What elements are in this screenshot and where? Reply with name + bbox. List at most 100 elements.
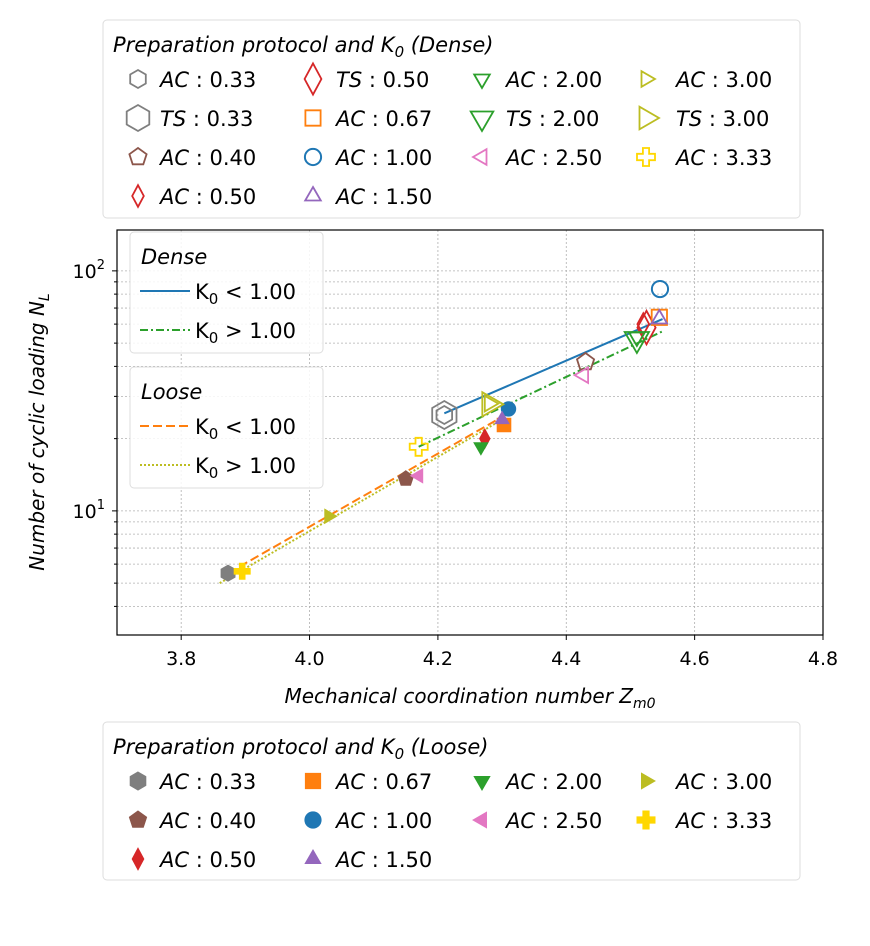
dense-point	[650, 279, 670, 299]
legend-label: AC : 2.00	[504, 68, 602, 92]
legend-item: AC : 3.33	[636, 809, 772, 833]
legend-item: AC : 0.50	[131, 847, 256, 872]
legend-title: Dense	[141, 245, 207, 269]
legend-item: TS : 0.33	[125, 103, 253, 133]
legend-item: AC : 0.40	[128, 809, 256, 833]
square-marker-icon	[304, 109, 322, 127]
legend-label: AC : 1.50	[334, 848, 432, 872]
x-tick-label: 4.2	[423, 648, 453, 670]
legend-item: AC : 3.00	[640, 68, 772, 92]
plot-frame	[116, 229, 824, 636]
legend-item: AC : 0.67	[304, 770, 432, 794]
triangle-right-marker-icon	[640, 69, 657, 89]
legend-label: AC : 3.00	[674, 68, 772, 92]
data-points	[220, 279, 670, 582]
triangle-up-marker-icon	[303, 185, 323, 202]
dense-point	[431, 399, 458, 431]
diamond-marker-icon	[303, 61, 323, 97]
legend-label: AC : 2.50	[504, 146, 602, 170]
legend-label: TS : 2.00	[506, 107, 599, 131]
legend-box	[129, 231, 324, 354]
circle-marker-icon	[303, 147, 323, 167]
legend-title: Loose	[141, 380, 202, 404]
legend-item: AC : 1.00	[304, 809, 432, 833]
y-axis-label: Number of cyclic loading NL​	[25, 293, 53, 570]
dense-legend: Preparation protocol and K0​ (Dense) AC :…	[102, 19, 801, 219]
legend-label: AC : 1.50	[334, 185, 432, 209]
axis-ticks: 3.8 4.0 4.2 4.4 4.6 4.8 101 102	[73, 258, 839, 670]
legend-title: Preparation protocol and K0​ (Loose)	[113, 735, 488, 763]
legend-item: AC : 0.67	[304, 107, 432, 131]
dense-point	[649, 308, 669, 325]
line-legend-dense: Dense K0​ < 1.00 K0​ > 1.00	[129, 231, 324, 354]
triangle-right-marker-icon	[641, 772, 656, 790]
triangle-left-marker-icon	[472, 811, 487, 829]
legend-label: AC : 0.33	[158, 770, 256, 794]
triangle-up-marker-icon	[304, 849, 322, 864]
hexagon-marker-icon	[125, 103, 151, 133]
x-tick-label: 4.0	[294, 648, 324, 670]
legend-box	[102, 19, 801, 219]
legend-label: AC : 0.50	[158, 848, 256, 872]
loose-point	[324, 508, 338, 525]
x-axis-label: Mechanical coordination number Zm0​	[284, 684, 655, 712]
legend-label: AC : 3.33	[674, 146, 772, 170]
y-tick-label: 101	[73, 498, 105, 523]
legend-label: AC : 0.33	[158, 68, 256, 92]
legend-item: AC : 1.00	[303, 146, 432, 170]
dense-point	[483, 394, 501, 413]
legend-label: K0​ > 1.00	[195, 454, 296, 482]
loose-point	[220, 564, 236, 582]
legend-label: K0​ > 1.00	[195, 319, 296, 347]
line-legend-loose: Loose K0​ < 1.00 K0​ > 1.00	[129, 366, 324, 489]
legend-item: AC : 2.50	[472, 809, 602, 833]
x-tick-label: 4.8	[808, 648, 838, 670]
legend-item: TS : 2.00	[469, 107, 599, 133]
legend-box	[129, 366, 324, 489]
legend-item: AC : 2.00	[472, 68, 602, 92]
legend-title: Preparation protocol and K0​ (Dense)	[113, 33, 493, 61]
legend-item: AC : 0.40	[128, 146, 256, 170]
legend-item: AC : 1.50	[304, 848, 432, 872]
legend-item: TS : 3.00	[638, 105, 769, 131]
legend-item: AC : 1.50	[303, 185, 432, 209]
legend-item: TS : 0.50	[303, 61, 429, 97]
legend-item: AC : 2.00	[473, 770, 602, 794]
x-tick-label: 4.6	[680, 648, 710, 670]
diamond-marker-icon	[131, 183, 145, 209]
legend-label: K0​ < 1.00	[195, 415, 296, 443]
hexagon-marker-icon	[129, 68, 147, 90]
legend-item: AC : 3.33	[636, 146, 772, 170]
dense-point	[435, 404, 453, 426]
loose-legend: Preparation protocol and K0​ (Loose) AC :…	[102, 721, 801, 881]
legend-label: TS : 3.00	[676, 107, 769, 131]
hexagon-marker-icon	[129, 771, 147, 791]
legend-item: AC : 0.50	[131, 183, 256, 209]
plus-marker-icon	[636, 810, 656, 830]
legend-item: AC : 0.33	[129, 68, 256, 92]
triangle-down-marker-icon	[469, 110, 495, 133]
triangle-left-marker-icon	[471, 147, 488, 167]
diamond-marker-icon	[131, 847, 145, 871]
legend-item: AC : 0.33	[129, 770, 256, 794]
fit-line-loose	[227, 412, 510, 575]
fit-line-dense	[418, 330, 663, 448]
x-tick-label: 4.4	[551, 648, 581, 670]
dense-point	[481, 390, 506, 418]
loose-point	[500, 401, 517, 417]
dense-point	[623, 331, 651, 355]
triangle-down-marker-icon	[473, 776, 491, 791]
legend-label: AC : 1.00	[334, 809, 432, 833]
square-marker-icon	[304, 772, 322, 790]
loose-point	[473, 442, 489, 456]
pentagon-marker-icon	[128, 810, 148, 828]
legend-label: AC : 0.40	[158, 809, 256, 833]
triangle-right-marker-icon	[638, 105, 661, 131]
circle-marker-icon	[304, 811, 322, 829]
legend-item: AC : 3.00	[641, 770, 772, 794]
legend-label: AC : 1.00	[334, 146, 432, 170]
legend-item: AC : 2.50	[471, 146, 602, 170]
legend-label: AC : 2.00	[504, 770, 602, 794]
loose-point	[494, 410, 510, 425]
fit-line-legends: Dense K0​ < 1.00 K0​ > 1.00 Loose K0​ < 1.00…	[129, 231, 324, 489]
